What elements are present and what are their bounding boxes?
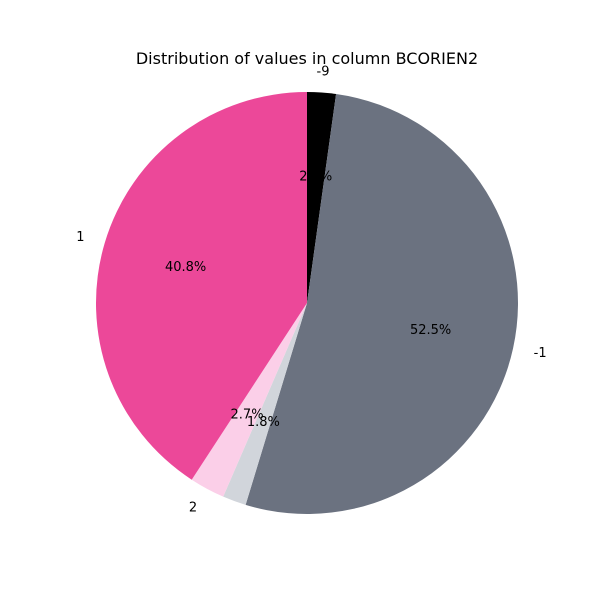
slice-category-label: -1 [534, 346, 547, 361]
pie-slice [307, 92, 337, 303]
slice-percent-label: 2.7% [231, 408, 264, 423]
pie-slice [223, 303, 307, 505]
slice-percent-label: 52.5% [410, 323, 451, 338]
pie-slice [95, 92, 308, 480]
pie-slice [191, 303, 307, 497]
slice-percent-label: 1.8% [247, 415, 280, 430]
slice-category-label: 1 [76, 230, 84, 245]
pie-slice [245, 94, 518, 515]
pie-labels: -9 2.2% -1 52.5% 1.8% 2 2.7% 1 40.8% [76, 64, 546, 515]
slice-percent-label: 40.8% [165, 260, 206, 275]
pie-slices [95, 92, 518, 515]
slice-category-label: -9 [317, 64, 330, 79]
slice-category-label: 2 [189, 500, 197, 515]
chart-title: Distribution of values in column BCORIEN… [136, 49, 478, 68]
slice-percent-label: 2.2% [299, 170, 332, 185]
